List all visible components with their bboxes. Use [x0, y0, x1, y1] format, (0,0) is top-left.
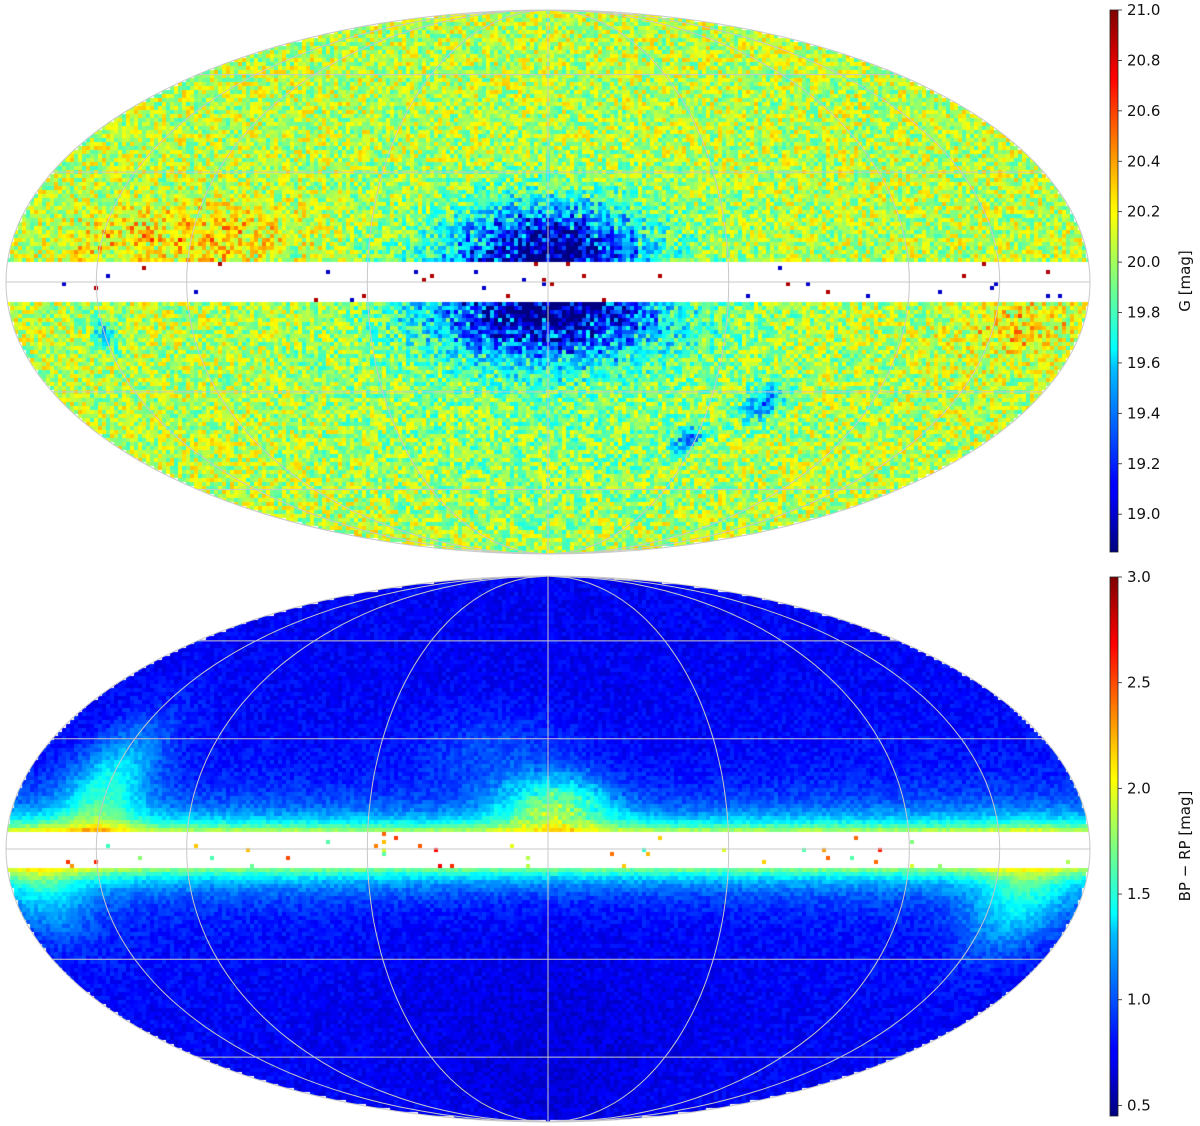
colorbar-tick-label: 19.8 — [1127, 304, 1160, 322]
colorbar-tick-label: 19.4 — [1127, 404, 1160, 422]
colorbar-gradient — [1109, 9, 1119, 553]
coordinate-grid — [6, 10, 1090, 554]
longitude-line — [547, 576, 1001, 1122]
longitude-line — [186, 10, 549, 554]
colorbar-tick-label: 20.4 — [1127, 152, 1160, 170]
longitude-line — [366, 576, 549, 1122]
colorbar-label: BP − RP [mag] — [1176, 791, 1194, 902]
colorbar-tick-label: 0.5 — [1127, 1096, 1151, 1114]
colorbar-label: G [mag] — [1176, 250, 1194, 311]
bp-rp-colour-sky-map — [5, 575, 1091, 1123]
colorbar-tick-label: 1.5 — [1127, 885, 1151, 903]
g-colorbar: 19.0 19.2 19.4 19.6 19.8 20.0 20.2 20.4 20.6 20.8… — [1109, 1, 1194, 553]
colorbar-tick-label: 19.2 — [1127, 455, 1160, 473]
colorbar-tick-label: 20.2 — [1127, 203, 1160, 221]
colorbar-tick-label: 20.0 — [1127, 253, 1160, 271]
longitude-line — [186, 576, 549, 1122]
longitude-line — [366, 10, 549, 554]
colorbar-tick-label: 1.0 — [1127, 991, 1151, 1009]
colorbar-tick-label: 19.6 — [1127, 354, 1160, 372]
colorbar-tick-label: 20.6 — [1127, 102, 1160, 120]
longitude-line — [95, 10, 549, 554]
colorbar-tick-label: 3.0 — [1127, 568, 1151, 586]
colorbar-gradient — [1109, 576, 1119, 1117]
longitude-line — [547, 576, 730, 1122]
map-outline — [5, 575, 1091, 1123]
colorbar-tick-label: 20.8 — [1127, 51, 1160, 69]
longitude-line — [95, 576, 549, 1122]
colorbar-tick-label: 2.0 — [1127, 779, 1151, 797]
g-magnitude-sky-map — [5, 9, 1091, 555]
longitude-line — [547, 10, 1001, 554]
coordinate-grid — [6, 576, 1090, 1122]
colorbar-tick-label: 19.0 — [1127, 505, 1160, 523]
colorbar-tick-label: 21.0 — [1127, 1, 1160, 19]
longitude-line — [547, 10, 730, 554]
map-outline — [5, 9, 1091, 555]
colorbar-tick-label: 2.5 — [1127, 674, 1151, 692]
longitude-line — [547, 10, 910, 554]
longitude-line — [547, 576, 910, 1122]
bp-rp-colorbar: 0.5 1.0 1.5 2.0 2.5 3.0 BP − RP [mag] — [1109, 568, 1194, 1117]
